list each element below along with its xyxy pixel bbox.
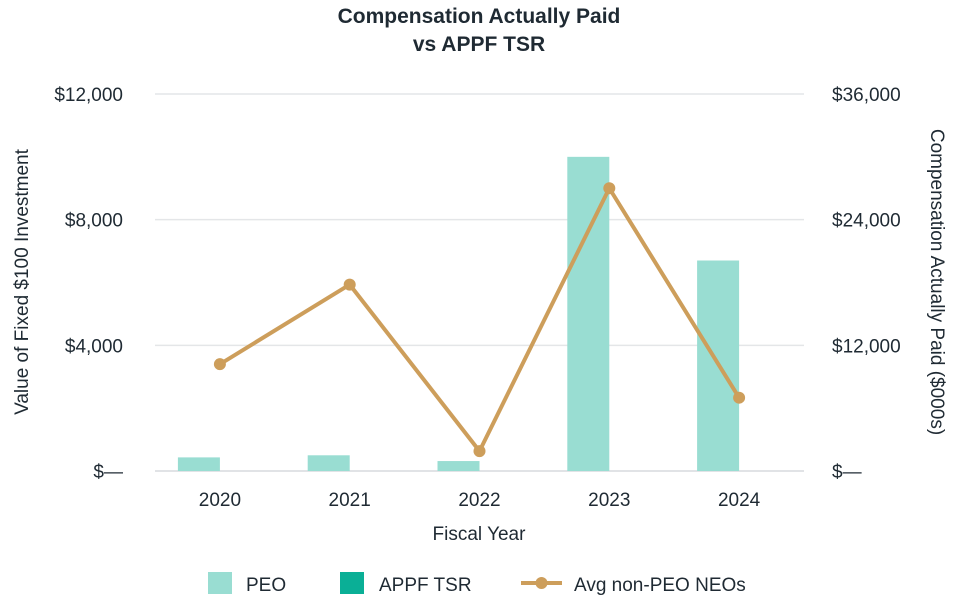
legend: PEO APPF TSR Avg non-PEO NEOs <box>208 572 746 596</box>
right-tick-label: $12,000 <box>832 336 901 357</box>
legend-label-peo: PEO <box>246 575 286 596</box>
left-axis-label: Value of Fixed $100 Investment <box>12 148 33 415</box>
legend-swatch-peo <box>208 572 232 594</box>
right-tick-label: $24,000 <box>832 211 901 232</box>
left-tick-label: $12,000 <box>54 85 123 106</box>
bar-peo-2023 <box>567 156 610 472</box>
x-tick-label-2023: 2023 <box>588 490 630 511</box>
legend-label-avg-non-peo: Avg non-PEO NEOs <box>574 575 746 596</box>
right-axis-ticks: $— $12,000 $24,000 $36,000 <box>832 85 901 483</box>
x-tick-label-2020: 2020 <box>199 490 241 511</box>
legend-swatch-avg-non-peo-marker <box>535 577 548 589</box>
legend-swatch-appf-tsr <box>340 572 364 594</box>
point-avg-non-peo-2021 <box>343 278 356 291</box>
bar-peo-2020 <box>177 457 220 471</box>
bar-peo-2022 <box>437 461 480 471</box>
line-avg-non-peo-neos <box>218 186 741 454</box>
bar-series <box>177 156 740 472</box>
right-axis-label: Compensation Actually Paid ($000s) <box>926 129 947 435</box>
point-avg-non-peo-2023 <box>603 182 616 195</box>
legend-label-appf-tsr: APPF TSR <box>379 575 472 596</box>
left-tick-label: $8,000 <box>65 211 123 232</box>
point-avg-non-peo-2020 <box>213 358 226 371</box>
x-tick-label-2022: 2022 <box>458 490 500 511</box>
chart-subtitle: vs APPF TSR <box>413 33 545 56</box>
left-tick-label: $— <box>93 462 123 483</box>
bar-peo-2021 <box>307 455 350 471</box>
x-tick-label-2024: 2024 <box>718 490 761 511</box>
x-tick-label-2021: 2021 <box>329 490 371 511</box>
left-axis-ticks: $— $4,000 $8,000 $12,000 <box>54 85 123 483</box>
x-axis-ticks: 2020 2021 2022 2023 2024 <box>199 490 761 511</box>
line-series <box>213 182 746 458</box>
right-tick-label: $— <box>832 462 862 483</box>
point-avg-non-peo-2024 <box>733 391 746 404</box>
right-tick-label: $36,000 <box>832 85 901 106</box>
chart-title: Compensation Actually Paid <box>338 5 621 28</box>
left-tick-label: $4,000 <box>65 336 123 357</box>
x-axis-label: Fiscal Year <box>433 524 527 545</box>
point-avg-non-peo-2022 <box>473 445 486 458</box>
